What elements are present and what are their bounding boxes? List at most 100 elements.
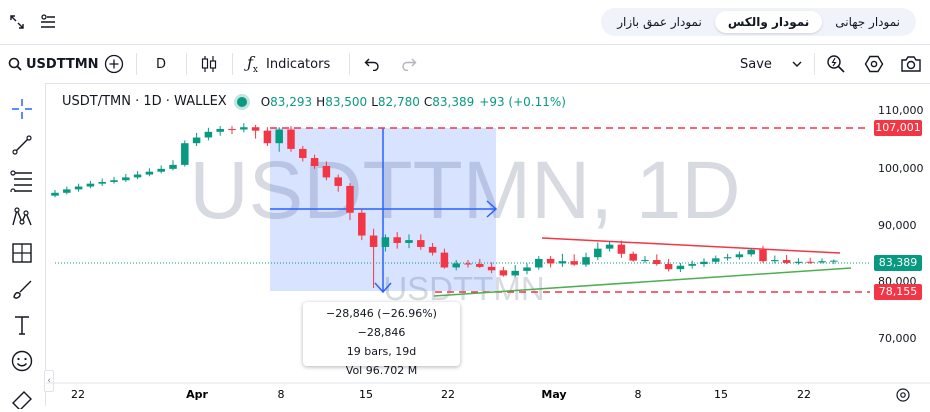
time-tick: 22 (71, 388, 85, 401)
candles-icon (201, 56, 217, 72)
candle (605, 241, 614, 252)
undo-button[interactable] (364, 45, 380, 83)
candle-body (688, 264, 696, 266)
candle (251, 124, 260, 139)
candle (299, 146, 307, 162)
candle-body (310, 158, 319, 166)
candle-body (452, 263, 460, 268)
candle-body (546, 258, 555, 264)
candle-body (393, 237, 401, 243)
candle-body (358, 212, 366, 236)
tab-global-chart[interactable]: نمودار جهانی (835, 15, 900, 29)
candle (617, 240, 626, 258)
descending-trend-line[interactable] (541, 237, 841, 254)
time-tick: 22 (797, 388, 811, 401)
candle (664, 258, 673, 272)
candle (830, 259, 838, 265)
save-label: Save (740, 56, 772, 72)
brush-icon[interactable] (9, 276, 35, 302)
save-button[interactable]: Save (740, 45, 772, 83)
symbol-search-button[interactable]: USDTTMN (8, 45, 99, 83)
save-menu-button[interactable] (792, 45, 802, 83)
time-tick: 8 (278, 388, 285, 401)
candle-body (499, 270, 508, 276)
candle-body (157, 168, 165, 172)
candle-body (617, 244, 626, 254)
candle (346, 183, 354, 221)
candle-body (523, 267, 531, 271)
candle (122, 173, 130, 182)
chart-source-tabs: نمودار عمق بازار نمودار والکس نمودار جها… (601, 8, 916, 36)
interval-button[interactable]: D (156, 45, 166, 83)
candle-body (110, 180, 118, 182)
candle-body (169, 164, 177, 169)
candle (263, 127, 272, 147)
candle-body (771, 260, 779, 262)
price-tag-last: 83,389 (874, 255, 922, 271)
text-tool-icon[interactable] (9, 312, 35, 338)
candle-body (476, 264, 484, 267)
candle-body (122, 177, 130, 181)
candle (594, 242, 602, 261)
quick-search-button[interactable] (826, 45, 846, 83)
candle-body (275, 129, 283, 144)
candle (794, 258, 803, 265)
settings-sliders-icon[interactable] (35, 9, 61, 35)
candle-body (735, 254, 744, 258)
watermark-small: USDTTMN (383, 270, 544, 307)
candle (381, 234, 390, 252)
candle-body (322, 166, 331, 178)
emoji-icon[interactable] (9, 348, 35, 374)
candle (216, 126, 224, 136)
trend-line-icon[interactable] (9, 132, 35, 158)
candle (192, 132, 201, 147)
chart-settings-button[interactable] (864, 45, 884, 83)
candle-body (830, 260, 838, 262)
indicators-label: Indicators (266, 56, 331, 72)
legend-open: 83,293 (270, 94, 313, 109)
screenshot-button[interactable] (900, 45, 922, 83)
ruler-icon[interactable] (9, 386, 35, 412)
candle (676, 262, 685, 273)
prediction-measure-icon[interactable] (9, 240, 35, 266)
candle-body (216, 128, 224, 132)
axis-settings-gear-icon[interactable] (896, 388, 910, 402)
legend-title[interactable]: USDT/TMN · 1D · WALLEX (62, 94, 227, 109)
search-icon (8, 57, 22, 71)
candle (771, 255, 779, 264)
price-tick: 100,000 (878, 162, 924, 175)
ascending-trend-line[interactable] (433, 267, 852, 297)
pattern-tool-icon[interactable] (9, 204, 35, 230)
crosshair-icon[interactable] (9, 96, 35, 122)
tab-market-depth[interactable]: نمودار عمق بازار (617, 15, 702, 29)
fullscreen-icon[interactable] (4, 9, 30, 35)
candle-body (806, 261, 814, 263)
drawing-toolbar (0, 83, 46, 409)
candle (511, 265, 519, 278)
candle-body (641, 260, 649, 262)
candle-body (181, 143, 189, 165)
price-tag-support: 78,155 (874, 284, 922, 300)
price-tag-resistance: 107,001 (874, 120, 922, 136)
candle-body (74, 186, 83, 190)
candle (358, 208, 366, 241)
measure-price-change: −28,846 (−26.96%) −28,846 (326, 307, 437, 339)
indicators-button[interactable]: ƒx Indicators (247, 45, 330, 83)
candle (417, 234, 425, 250)
compare-add-symbol-button[interactable] (104, 45, 124, 83)
price-chart[interactable]: USDTTMN, 1D USDTTMN 110,000 100,000 90,0… (46, 83, 930, 406)
candle (310, 154, 319, 169)
candle (275, 127, 283, 152)
redo-button[interactable] (401, 45, 417, 83)
tab-wallex-chart[interactable]: نمودار والکس (714, 11, 823, 33)
candle (169, 160, 177, 171)
toolbar-collapse-handle[interactable]: ‹ (44, 370, 54, 392)
symbol-label: USDTTMN (26, 56, 99, 72)
candle-body (192, 137, 201, 144)
chevron-down-icon (792, 61, 802, 67)
fib-retracement-icon[interactable] (9, 168, 35, 194)
candle-body (664, 264, 673, 270)
candle-body (629, 253, 637, 261)
chart-toolbar: USDTTMN D ƒx Indicators Save (0, 44, 930, 84)
chart-type-button[interactable] (200, 45, 218, 83)
